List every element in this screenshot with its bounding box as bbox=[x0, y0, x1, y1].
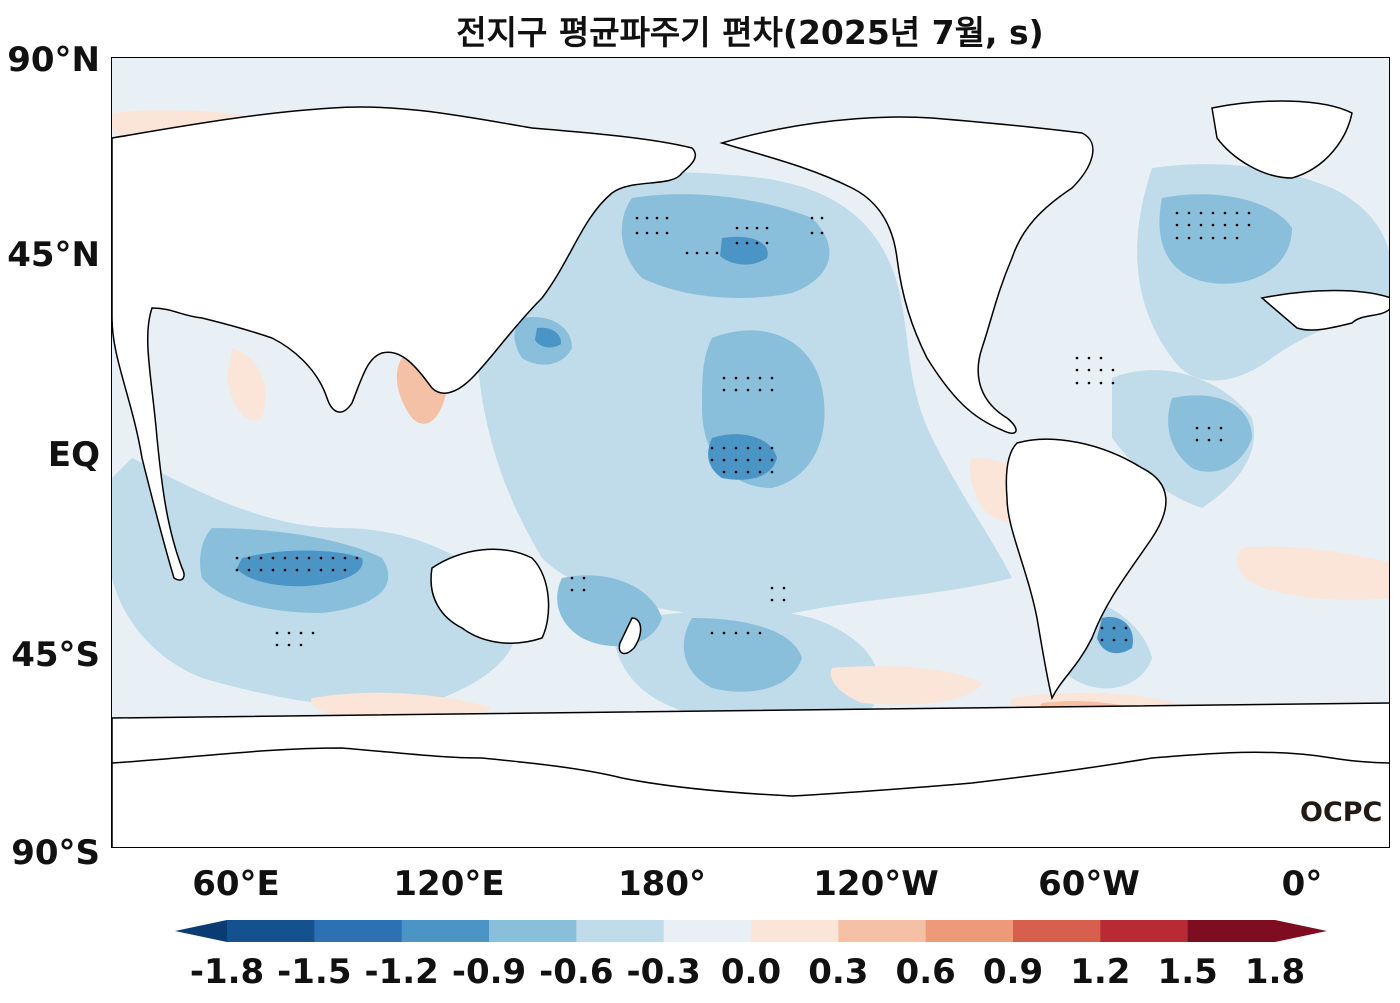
colorbar-bin bbox=[1013, 920, 1101, 942]
colorbar-bin bbox=[1100, 920, 1189, 942]
land-masses bbox=[112, 100, 1389, 847]
land-eurasia bbox=[112, 106, 697, 581]
colorbar-tick-label: -0.3 bbox=[626, 952, 701, 992]
land-north-america bbox=[719, 116, 1094, 434]
land-africa bbox=[1260, 289, 1389, 331]
colorbar-tick-label: -1.8 bbox=[189, 952, 265, 992]
lon-label-0: 0° bbox=[1281, 864, 1323, 904]
colorbar bbox=[175, 920, 1327, 946]
lat-label-eq: EQ bbox=[47, 435, 100, 475]
colorbar-tick-label: -0.6 bbox=[539, 952, 614, 992]
colorbar-bin bbox=[576, 920, 665, 942]
lon-label-60e: 60°E bbox=[192, 864, 280, 904]
lat-label-45n: 45°N bbox=[7, 235, 100, 275]
colorbar-bin bbox=[751, 920, 839, 942]
land-greenland bbox=[1211, 100, 1353, 179]
colorbar-tick-label: -1.5 bbox=[277, 952, 352, 992]
lat-label-45s: 45°S bbox=[11, 635, 100, 675]
significance-stipple bbox=[235, 211, 1251, 647]
anomaly-negative-strong bbox=[237, 236, 1133, 654]
colorbar-bin bbox=[314, 920, 403, 942]
lon-label-60w: 60°W bbox=[1038, 864, 1140, 904]
land-new-zealand bbox=[618, 617, 642, 655]
lon-label-120w: 120°W bbox=[813, 864, 939, 904]
land-australia bbox=[430, 548, 550, 644]
colorbar-bin bbox=[663, 920, 752, 942]
stipple-north-pacific bbox=[635, 216, 824, 255]
colorbar-extend-low bbox=[175, 920, 227, 942]
map-title: 전지구 평균파주기 편차(2025년 7월, s) bbox=[456, 13, 1044, 52]
lon-label-120e: 120°E bbox=[393, 864, 505, 904]
colorbar-tick-label: 1.5 bbox=[1157, 952, 1218, 992]
stipple-tropical-pacific bbox=[710, 376, 774, 474]
colorbar-tick-label: -1.2 bbox=[364, 952, 439, 992]
lat-label-90n: 90°N bbox=[7, 40, 100, 80]
antarctic-coast bbox=[112, 747, 1389, 797]
anomaly-positive-light bbox=[112, 110, 1389, 729]
land-antarctica bbox=[112, 702, 1389, 847]
map-panel bbox=[111, 57, 1390, 848]
stipple-south-pacific bbox=[570, 576, 786, 635]
stipple-atlantic bbox=[1075, 211, 1251, 642]
anomaly-map bbox=[112, 58, 1389, 847]
colorbar-tick-label: 1.8 bbox=[1244, 952, 1306, 992]
lon-label-180: 180° bbox=[618, 864, 706, 904]
colorbar-bin bbox=[401, 920, 490, 942]
colorbar-tick-label: 0.6 bbox=[895, 952, 956, 992]
colorbar-bin bbox=[227, 920, 315, 942]
colorbar-tick-label: -0.9 bbox=[451, 952, 527, 992]
colorbar-bin bbox=[489, 920, 577, 942]
colorbar-tick-label: 1.2 bbox=[1070, 952, 1131, 992]
colorbar-tick-label: 0.9 bbox=[982, 952, 1044, 992]
colorbar-bin bbox=[925, 920, 1014, 942]
lat-label-90s: 90°S bbox=[11, 833, 100, 873]
ocpc-logo: OCPC bbox=[1300, 797, 1383, 828]
colorbar-extend-high bbox=[1275, 920, 1327, 942]
colorbar-tick-label: 0.3 bbox=[808, 952, 869, 992]
colorbar-tick-label: 0.0 bbox=[720, 952, 782, 992]
land-south-america bbox=[1005, 438, 1167, 701]
colorbar-bin bbox=[1187, 920, 1276, 942]
colorbar-svg bbox=[175, 920, 1327, 942]
stipple-indian-ocean bbox=[235, 556, 359, 647]
colorbar-bin bbox=[838, 920, 927, 942]
